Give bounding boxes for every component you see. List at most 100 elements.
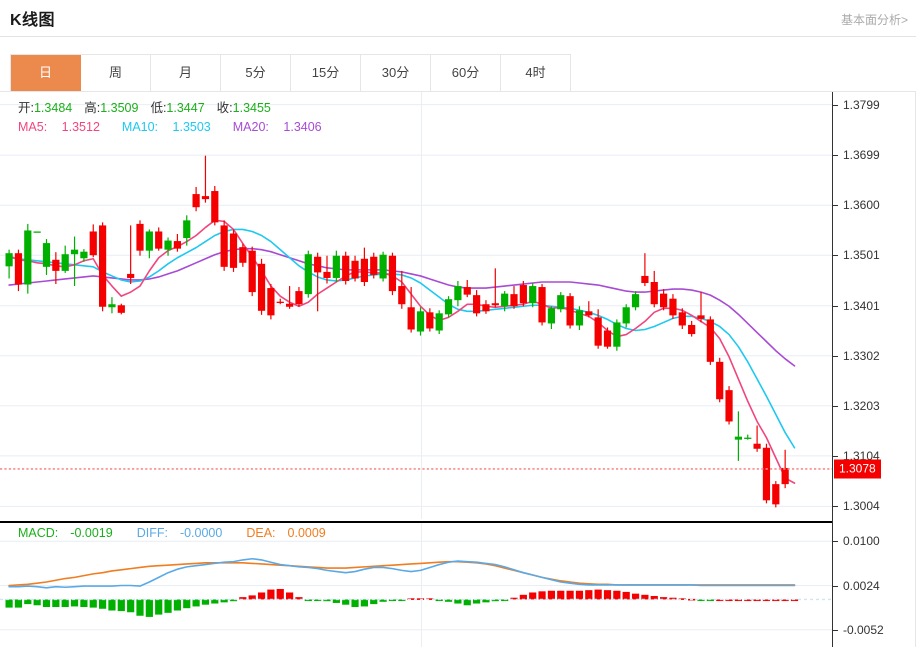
candle-body xyxy=(697,315,705,319)
macd-bar xyxy=(444,599,453,602)
macd-bar xyxy=(557,590,565,600)
macd-bar xyxy=(510,597,518,600)
candle-body xyxy=(426,312,434,329)
candle-body xyxy=(594,317,602,346)
macd-bar xyxy=(473,599,481,604)
candle-body xyxy=(5,253,13,267)
candle-body xyxy=(557,295,565,310)
price-ytick-label-2: 1.3600 xyxy=(843,198,880,213)
tab-5[interactable]: 30分 xyxy=(361,55,431,91)
candle-body xyxy=(631,294,640,308)
macd-histogram xyxy=(5,588,799,617)
macd-bar xyxy=(127,599,135,613)
macd-bar xyxy=(398,599,406,602)
ma10-legend: MA10: 1.3503 xyxy=(122,120,222,134)
tab-7[interactable]: 4时 xyxy=(501,55,571,91)
macd-bar xyxy=(220,599,228,603)
close-value: 1.3455 xyxy=(232,101,271,115)
candle-body xyxy=(229,233,238,268)
page-header: K线图 基本面分析> xyxy=(0,0,916,37)
ma5-value: 1.3512 xyxy=(61,120,100,134)
candle-body xyxy=(762,447,771,501)
macd-ytick-2 xyxy=(833,629,838,631)
low-label: 低: xyxy=(150,101,167,115)
macd-bar xyxy=(108,599,116,611)
price-ytick-7 xyxy=(833,455,838,457)
macd-bar xyxy=(136,599,144,616)
high-value: 1.3509 xyxy=(100,101,139,115)
candle-body xyxy=(482,304,490,312)
ma10-value: 1.3503 xyxy=(172,120,211,134)
candle-body xyxy=(650,282,658,305)
open-label: 开: xyxy=(18,101,34,115)
tab-4[interactable]: 15分 xyxy=(291,55,361,91)
macd-bar xyxy=(248,595,256,600)
macd-bar xyxy=(42,599,51,608)
macd-bar xyxy=(790,599,799,602)
candle-body xyxy=(323,271,331,278)
price-ytick-4 xyxy=(833,305,838,307)
macd-bar xyxy=(529,592,537,600)
macd-bar xyxy=(24,599,32,605)
tab-6[interactable]: 60分 xyxy=(431,55,501,91)
macd-bar xyxy=(229,599,238,602)
candle-body xyxy=(547,308,555,324)
candle-group xyxy=(5,155,789,508)
macd-bar xyxy=(360,599,368,607)
macd-ytick-label-1: 0.0024 xyxy=(843,578,880,593)
macd-bar xyxy=(211,599,219,604)
fundamental-analysis-link[interactable]: 基本面分析> xyxy=(840,13,908,27)
candle-body xyxy=(753,443,761,449)
macd-bar xyxy=(482,599,490,603)
candle-body xyxy=(314,256,322,273)
diff-legend-item: DIFF: -0.0000 xyxy=(137,526,235,540)
candle-body xyxy=(398,286,406,305)
candle-body xyxy=(585,311,593,316)
candle-body xyxy=(295,291,303,305)
tab-3[interactable]: 5分 xyxy=(221,55,291,91)
macd-bar xyxy=(379,599,387,602)
macd-ytick-0 xyxy=(833,541,838,543)
tab-0[interactable]: 日 xyxy=(11,55,81,91)
candle-body xyxy=(510,294,518,307)
price-ytick-3 xyxy=(833,255,838,257)
candle-body xyxy=(173,241,181,249)
ma10-label: MA10: xyxy=(121,120,159,134)
panel-divider xyxy=(0,521,832,523)
tab-1[interactable]: 周 xyxy=(81,55,151,91)
candle-body xyxy=(267,288,275,316)
candle-body xyxy=(286,303,294,307)
macd-bar xyxy=(603,590,612,600)
macd-bar xyxy=(622,591,630,600)
macd-legend-item: MACD: -0.0019 xyxy=(18,526,125,540)
macd-bar xyxy=(14,599,23,608)
macd-bar xyxy=(388,599,397,602)
candle-body xyxy=(61,254,69,271)
candle-body xyxy=(276,301,284,304)
macd-bar xyxy=(660,597,668,600)
macd-indicator-plot[interactable] xyxy=(0,523,832,647)
macd-legend: MACD: -0.0019 DIFF: -0.0000 DEA: 0.0009 xyxy=(18,526,350,540)
dea-line xyxy=(8,560,796,587)
candle-body xyxy=(332,255,340,278)
candle-body xyxy=(183,220,191,239)
diff-line xyxy=(8,557,796,589)
macd-bar xyxy=(80,599,88,608)
candle-body xyxy=(725,390,733,422)
candle-body xyxy=(14,253,23,285)
price-candlestick-plot[interactable] xyxy=(0,92,832,522)
candle-body xyxy=(473,295,481,314)
macd-bar xyxy=(426,598,434,600)
macd-bar xyxy=(145,599,153,617)
macd-bar xyxy=(164,599,172,613)
candle-body xyxy=(575,310,584,326)
dea-value: 0.0009 xyxy=(287,526,326,540)
candle-body xyxy=(257,263,266,311)
macd-bar xyxy=(538,591,546,600)
tab-2[interactable]: 月 xyxy=(151,55,221,91)
candle-body xyxy=(772,484,780,505)
candle-body xyxy=(435,313,443,331)
candle-body xyxy=(678,312,686,326)
price-ytick-5 xyxy=(833,355,838,357)
